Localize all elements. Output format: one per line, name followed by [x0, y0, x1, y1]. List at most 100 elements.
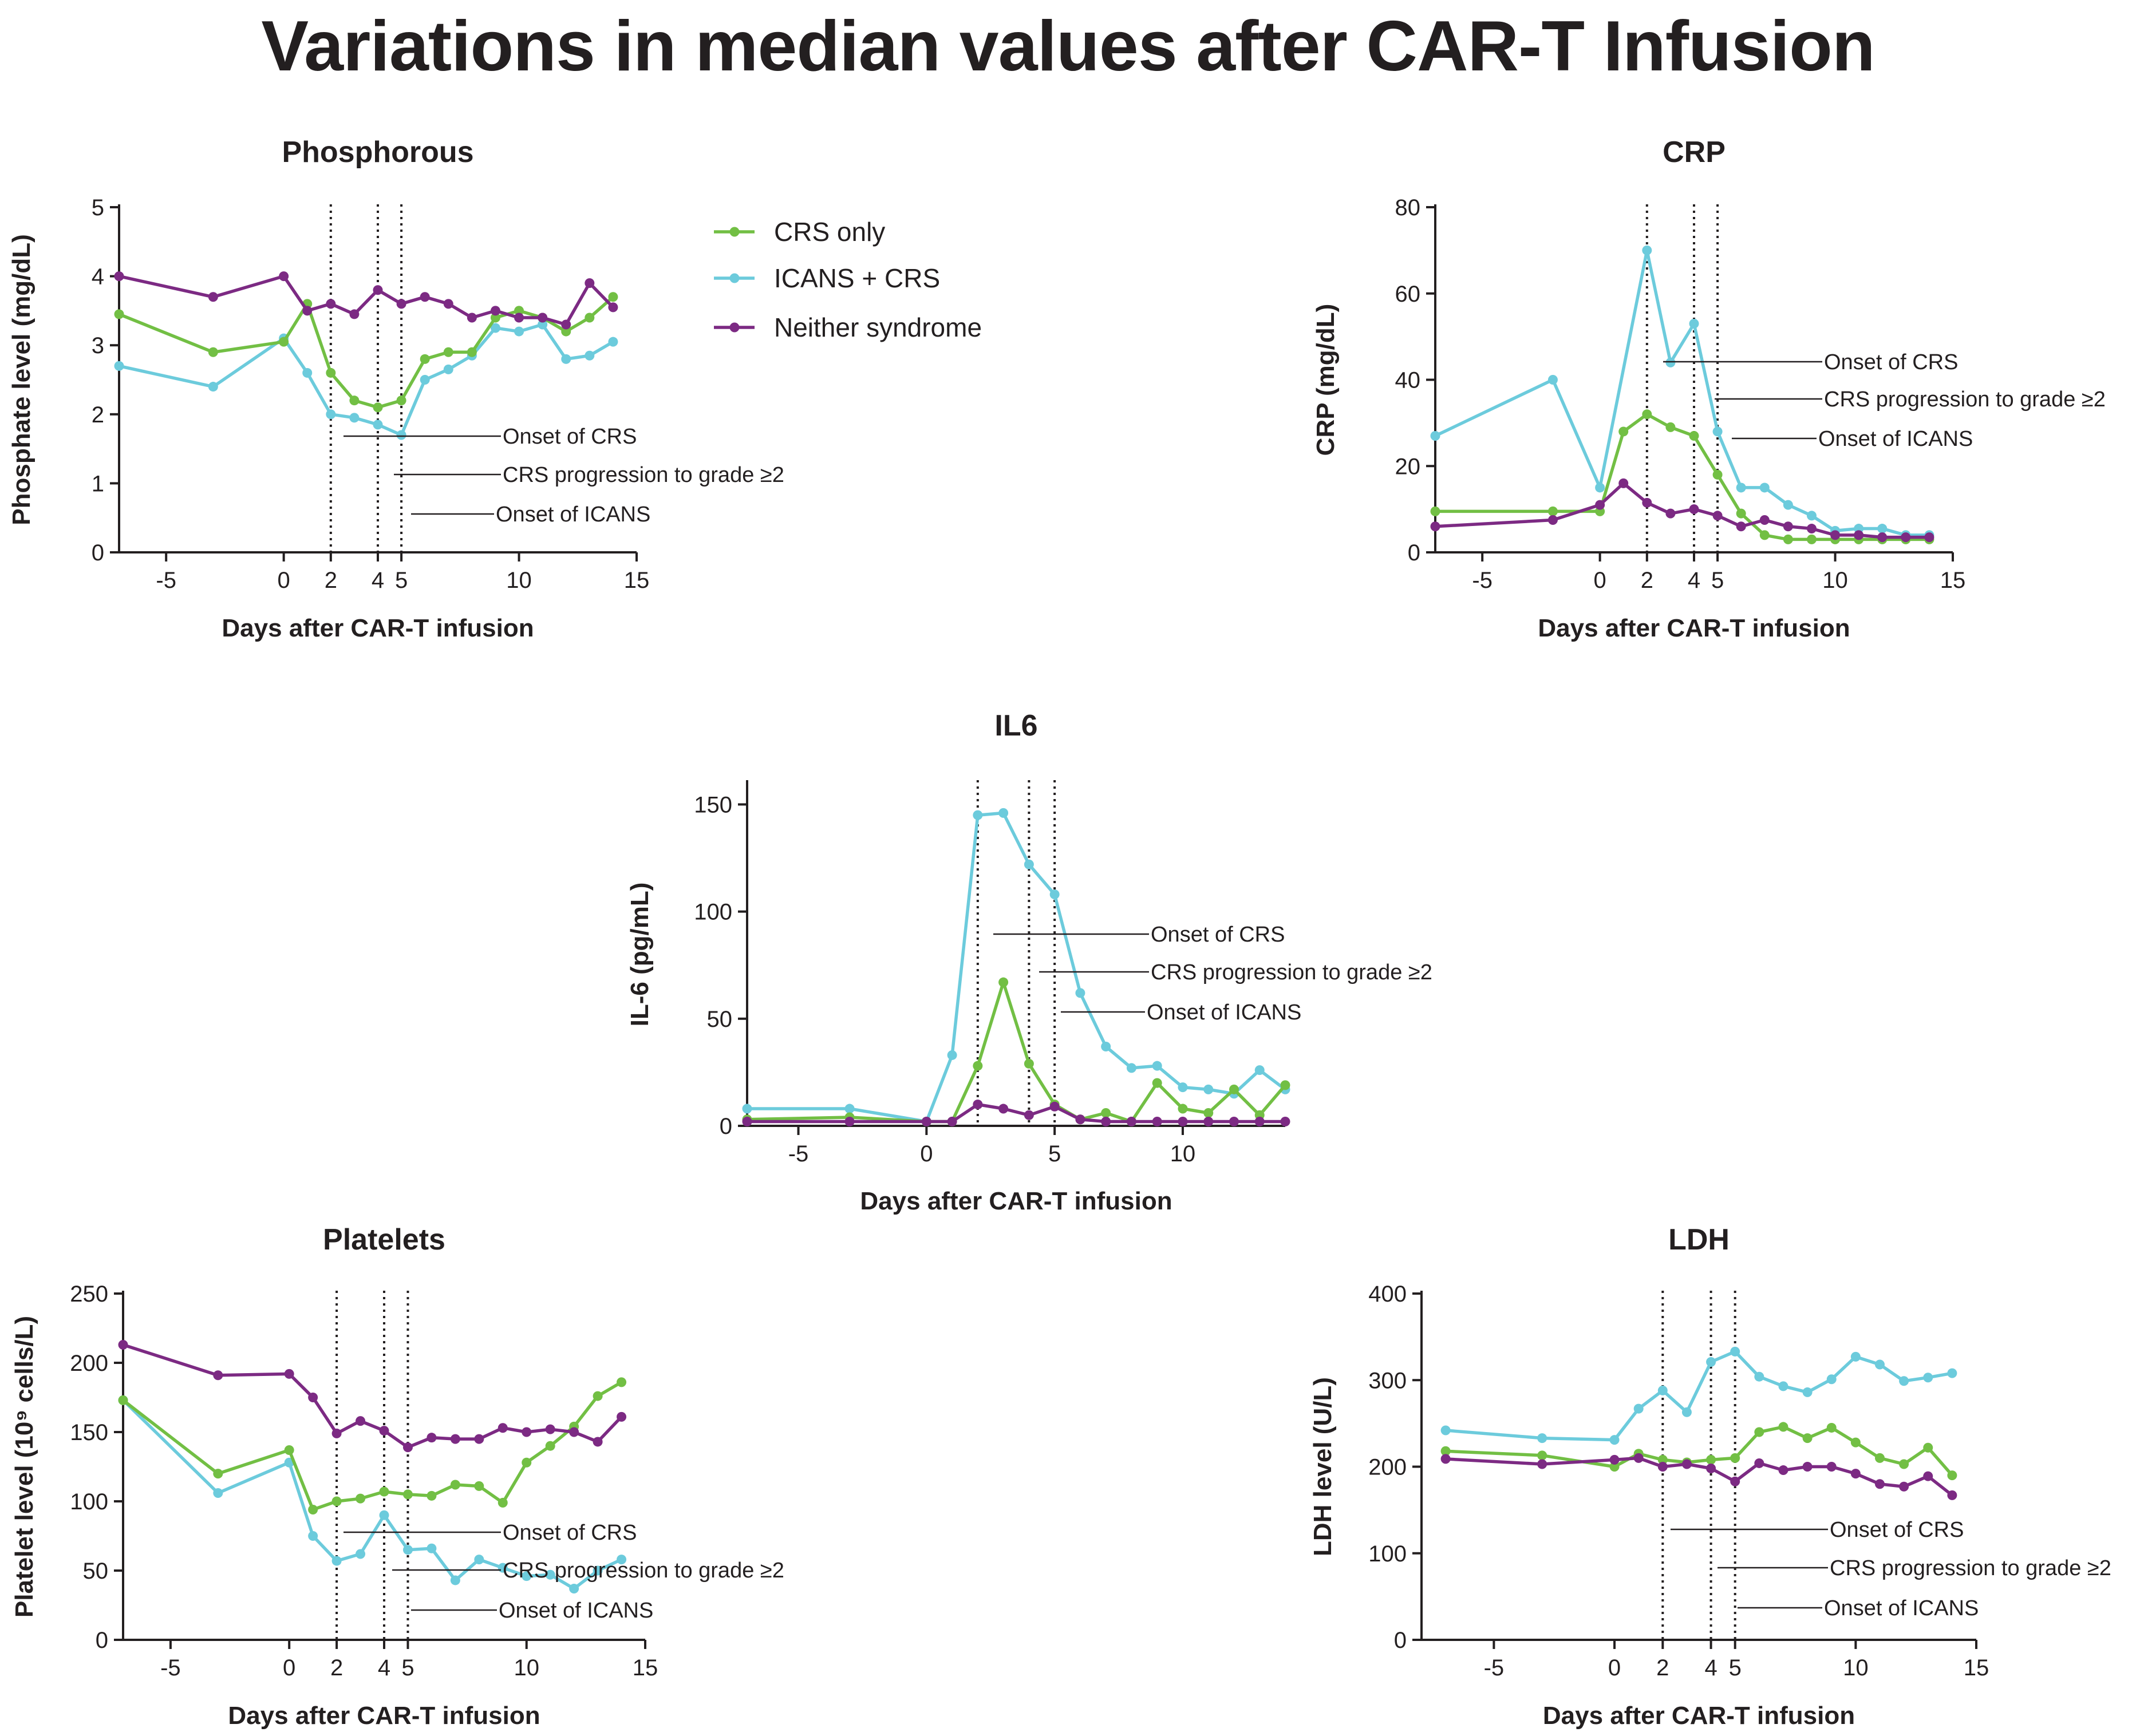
platelets-crs_only-point: [402, 1489, 413, 1500]
phosphorous-neither-point: [608, 302, 618, 313]
phosphorous-icans_crs-point: [490, 323, 500, 333]
il6-y-tick-label: 100: [694, 900, 732, 925]
il6-crs_only-point: [1152, 1078, 1162, 1088]
crp-neither-point: [1665, 508, 1676, 519]
ldh-neither-point: [1609, 1454, 1620, 1465]
platelets-crs_only-point: [379, 1486, 389, 1497]
ldh-neither-point: [1754, 1458, 1764, 1468]
il6-annotation-label: CRS progression to grade ≥2: [1151, 960, 1432, 984]
platelets-crs_only-point: [308, 1505, 318, 1515]
il6-icans_crs-point: [1178, 1082, 1188, 1093]
crp-neither-point: [1642, 497, 1652, 508]
crp-neither-point: [1547, 515, 1558, 525]
platelets-series-neither: [118, 1340, 627, 1453]
phosphorous-x-tick-label: 4: [372, 568, 384, 593]
il6-y-tick-label: 50: [707, 1007, 733, 1032]
ldh-y-tick-label: 100: [1368, 1541, 1407, 1567]
legend: CRS only ICANS + CRS Neither syndrome: [714, 217, 982, 342]
il6-neither-point: [998, 1104, 1009, 1114]
ldh-neither-line: [1445, 1456, 1953, 1497]
il6-crs_only-point: [973, 1061, 983, 1071]
il6-crs_only-point: [1280, 1080, 1290, 1090]
ldh-neither-point: [1706, 1464, 1716, 1474]
phosphorous-neither-point: [349, 309, 360, 319]
phosphorous-neither-point: [514, 313, 524, 323]
il6-series-crs_only: [742, 977, 1290, 1127]
crp-crs_only-point: [1618, 426, 1629, 437]
il6-neither-point: [742, 1117, 752, 1127]
platelets-x-tick-label: 15: [633, 1655, 658, 1680]
crp-y-tick-label: 60: [1395, 282, 1421, 307]
phosphorous-x-tick-label: 15: [624, 568, 650, 593]
il6-icans_crs-point: [1075, 988, 1085, 998]
phosphorous-x-tick-label: 2: [325, 568, 337, 593]
il6-x-tick-label: 0: [920, 1141, 933, 1166]
platelets-x-tick-label: 0: [283, 1655, 295, 1680]
legend-marker-crs_only: [729, 227, 740, 237]
il6-neither-point: [1203, 1117, 1214, 1127]
phosphorous-neither-point: [490, 306, 500, 316]
platelets-neither-point: [213, 1370, 223, 1381]
platelets-x-tick-label: 4: [378, 1655, 390, 1680]
platelets-neither-point: [522, 1427, 532, 1437]
platelets-icans_crs-point: [427, 1543, 437, 1553]
phosphorous-crs_only-point: [396, 396, 406, 406]
ldh-x-tick-label: 10: [1843, 1655, 1869, 1680]
phosphorous-crs_only-point: [349, 396, 360, 406]
ldh-neither-point: [1826, 1462, 1837, 1472]
platelets-icans_crs-point: [308, 1531, 318, 1541]
ldh-neither-point: [1681, 1459, 1692, 1469]
legend-marker-neither: [729, 322, 740, 333]
phosphorous-crs_only-point: [279, 337, 289, 347]
phosphorous-neither-point: [208, 292, 218, 302]
platelets-y-tick-label: 0: [96, 1628, 108, 1653]
panel-ldh: LDH 0 100 200 300 400 -5 0 2 4 5 10 15 Days after CAR…: [1309, 1223, 2111, 1730]
crp-crs_only-point: [1689, 430, 1699, 441]
crp-y-tick-label: 20: [1395, 454, 1421, 479]
ldh-annotation-label: Onset of CRS: [1830, 1518, 1964, 1542]
ldh-y-tick-label: 300: [1368, 1368, 1407, 1393]
platelets-crs_only-point: [427, 1490, 437, 1501]
il6-icans_crs-point: [973, 810, 983, 820]
ldh-icans_crs-point: [1826, 1374, 1837, 1385]
platelets-crs_only-point: [356, 1493, 366, 1504]
platelets-y-tick-label: 100: [70, 1489, 108, 1514]
phosphorous-crs_only-point: [514, 306, 524, 316]
ldh-icans_crs-point: [1440, 1425, 1451, 1436]
il6-icans_crs-point: [742, 1104, 752, 1114]
il6-y-tick-label: 0: [720, 1114, 732, 1139]
ldh-crs_only-point: [1850, 1437, 1861, 1448]
ldh-crs_only-point: [1778, 1422, 1788, 1432]
phosphorous-x-tick-label: 0: [278, 568, 290, 593]
crp-crs_only-point: [1642, 409, 1652, 420]
ldh-crs_only-point: [1657, 1454, 1668, 1465]
platelets-icans_crs-point: [522, 1571, 532, 1581]
platelets-neither-point: [284, 1369, 294, 1379]
platelets-neither-point: [308, 1393, 318, 1402]
il6-x-axis-label: Days after CAR-T infusion: [860, 1187, 1172, 1215]
il6-icans_crs-point: [1101, 1041, 1111, 1051]
il6-x-tick-label: 10: [1170, 1141, 1196, 1166]
crp-icans_crs-point: [1783, 500, 1793, 510]
crp-icans_crs-point: [1595, 483, 1605, 493]
ldh-neither-point: [1633, 1453, 1644, 1463]
crp-x-tick-label: -5: [1472, 568, 1493, 593]
phosphorous-x-tick-label: 5: [395, 568, 408, 593]
platelets-y-tick-label: 250: [70, 1282, 108, 1307]
phosphorous-neither-point: [467, 313, 477, 323]
platelets-x-tick-label: 5: [401, 1655, 414, 1680]
crp-neither-point: [1783, 521, 1793, 532]
platelets-y-axis-label: Platelet level (10⁹ cells/L): [10, 1316, 38, 1618]
phosphorous-y-axis-label: Phosphate level (mg/dL): [7, 234, 35, 525]
platelets-crs_only-point: [284, 1445, 294, 1455]
legend-marker-icans_crs: [729, 273, 740, 283]
il6-icans_crs-point: [1203, 1084, 1214, 1094]
il6-annotation-label: Onset of CRS: [1151, 923, 1285, 947]
crp-annotation-label: CRS progression to grade ≥2: [1824, 387, 2106, 412]
ldh-annotation-label: CRS progression to grade ≥2: [1830, 1556, 2111, 1580]
platelets-icans_crs-point: [450, 1575, 460, 1585]
phosphorous-neither-point: [420, 292, 430, 302]
platelets-series-icans_crs: [118, 1395, 627, 1593]
ldh-icans_crs-point: [1609, 1435, 1620, 1445]
phosphorous-neither-point: [302, 306, 313, 316]
